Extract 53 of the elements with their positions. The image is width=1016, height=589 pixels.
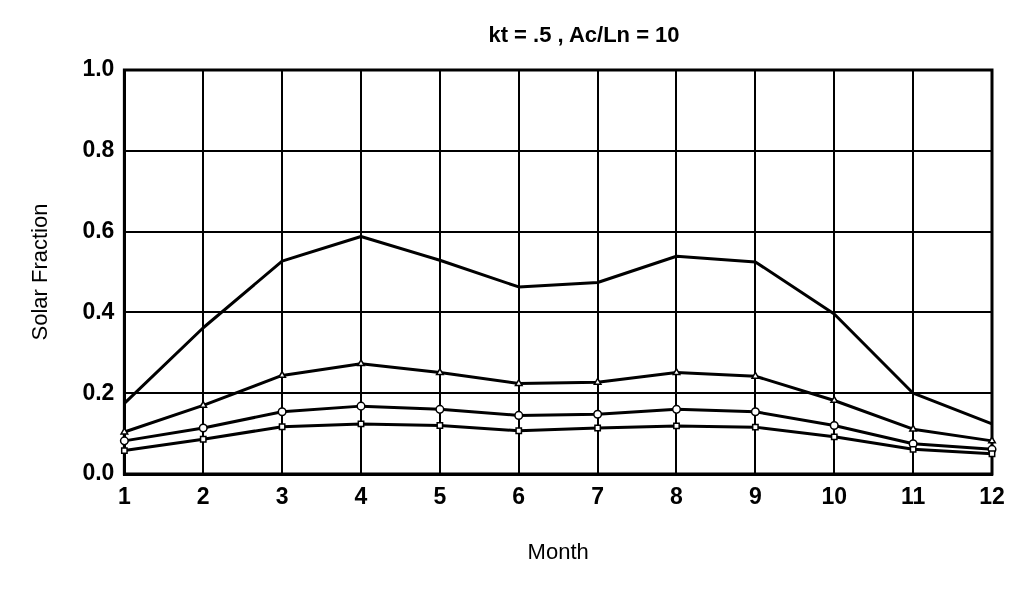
x-tick-label: 4 bbox=[354, 483, 368, 510]
point bbox=[751, 371, 760, 379]
chart-title: kt = .5 , Ac/Ln = 10 bbox=[487, 22, 681, 48]
point bbox=[988, 450, 996, 458]
x-tick-label: 6 bbox=[512, 483, 526, 510]
point bbox=[672, 368, 681, 376]
point bbox=[277, 407, 287, 417]
y-axis-title: Solar Fraction bbox=[27, 203, 53, 341]
point bbox=[829, 420, 839, 431]
point bbox=[199, 435, 207, 443]
point bbox=[436, 422, 444, 429]
point bbox=[198, 423, 208, 433]
x-tick-label: 5 bbox=[433, 483, 447, 510]
x-tick-label: 12 bbox=[979, 483, 1005, 510]
point bbox=[673, 422, 680, 430]
point bbox=[435, 368, 444, 376]
point bbox=[356, 359, 366, 367]
point bbox=[750, 407, 760, 417]
x-tick-label: 8 bbox=[670, 483, 684, 510]
y-tick-label: 0.0 bbox=[82, 459, 115, 486]
point bbox=[278, 370, 287, 379]
point bbox=[514, 410, 524, 420]
point bbox=[356, 401, 366, 411]
point bbox=[514, 378, 523, 387]
point bbox=[119, 436, 129, 446]
point bbox=[909, 445, 917, 453]
x-tick-label: 10 bbox=[821, 483, 848, 510]
point bbox=[593, 377, 602, 385]
y-tick-label: 0.4 bbox=[82, 297, 115, 324]
x-axis-title: Month bbox=[527, 538, 589, 564]
x-tick-label: 7 bbox=[591, 483, 605, 510]
point bbox=[987, 436, 997, 444]
point bbox=[435, 404, 445, 414]
x-tick-label: 9 bbox=[748, 483, 762, 510]
y-tick-label: 0.8 bbox=[82, 136, 115, 163]
point bbox=[909, 424, 918, 432]
point bbox=[357, 420, 365, 428]
point bbox=[594, 424, 602, 432]
point bbox=[515, 427, 523, 435]
y-tick-label: 0.6 bbox=[82, 216, 115, 243]
point bbox=[830, 433, 838, 441]
point bbox=[199, 400, 208, 408]
point bbox=[278, 423, 286, 431]
x-tick-label: 3 bbox=[275, 483, 289, 510]
x-tick-label: 11 bbox=[900, 483, 926, 510]
point bbox=[593, 409, 603, 419]
x-tick-label: 1 bbox=[117, 483, 131, 510]
x-tick-label: 2 bbox=[196, 483, 210, 510]
point bbox=[671, 404, 682, 414]
point bbox=[120, 447, 128, 455]
point bbox=[751, 423, 759, 431]
y-tick-label: 1.0 bbox=[82, 55, 115, 82]
y-tick-label: 0.2 bbox=[82, 378, 115, 405]
